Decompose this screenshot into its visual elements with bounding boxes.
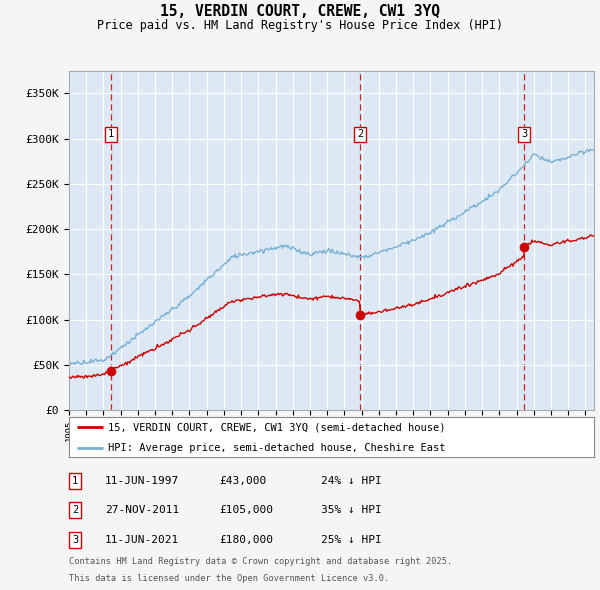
Text: Price paid vs. HM Land Registry's House Price Index (HPI): Price paid vs. HM Land Registry's House … [97, 19, 503, 32]
Text: HPI: Average price, semi-detached house, Cheshire East: HPI: Average price, semi-detached house,… [109, 444, 446, 454]
Text: Contains HM Land Registry data © Crown copyright and database right 2025.: Contains HM Land Registry data © Crown c… [69, 558, 452, 566]
Text: This data is licensed under the Open Government Licence v3.0.: This data is licensed under the Open Gov… [69, 574, 389, 583]
Text: 11-JUN-1997: 11-JUN-1997 [105, 476, 179, 486]
Text: 27-NOV-2011: 27-NOV-2011 [105, 506, 179, 515]
Text: 24% ↓ HPI: 24% ↓ HPI [321, 476, 382, 486]
Text: £105,000: £105,000 [219, 506, 273, 515]
Text: 2: 2 [72, 506, 78, 515]
Text: 3: 3 [72, 535, 78, 545]
Text: 1: 1 [72, 476, 78, 486]
Text: 35% ↓ HPI: 35% ↓ HPI [321, 506, 382, 515]
Text: 11-JUN-2021: 11-JUN-2021 [105, 535, 179, 545]
Text: 3: 3 [521, 129, 527, 139]
Text: 2: 2 [357, 129, 363, 139]
Text: 1: 1 [108, 129, 114, 139]
Text: £180,000: £180,000 [219, 535, 273, 545]
Text: 15, VERDIN COURT, CREWE, CW1 3YQ: 15, VERDIN COURT, CREWE, CW1 3YQ [160, 4, 440, 19]
Text: £43,000: £43,000 [219, 476, 266, 486]
Text: 25% ↓ HPI: 25% ↓ HPI [321, 535, 382, 545]
Text: 15, VERDIN COURT, CREWE, CW1 3YQ (semi-detached house): 15, VERDIN COURT, CREWE, CW1 3YQ (semi-d… [109, 422, 446, 432]
